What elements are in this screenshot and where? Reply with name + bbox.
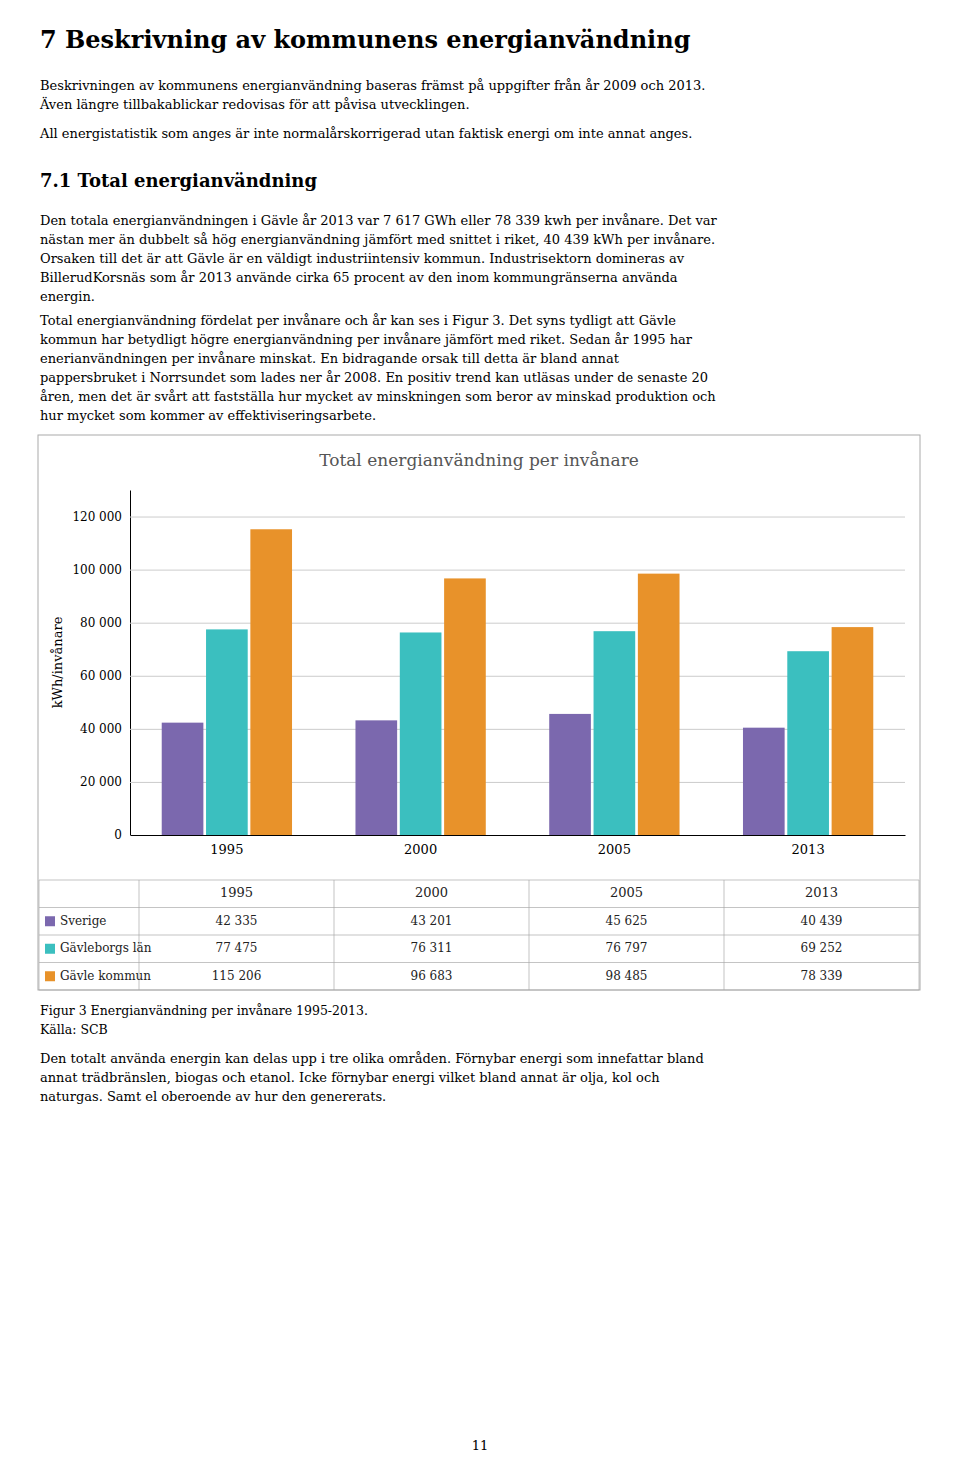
para3: Den totala energianvändningen i Gävle år… (40, 213, 718, 304)
bar (444, 578, 486, 835)
table-line (529, 880, 530, 990)
table-value: 69 252 (801, 941, 843, 955)
y-tick: 80 000 (80, 616, 905, 630)
bar (206, 629, 248, 835)
table-value: 115 206 (212, 969, 262, 983)
table-value: 42 335 (216, 914, 258, 928)
para2: All energistatistik som anges är inte no… (39, 126, 692, 141)
y-tick-label: 40 000 (80, 722, 122, 736)
bar-series (206, 629, 829, 835)
page-number: 11 (472, 1438, 489, 1453)
table-line (39, 880, 919, 881)
y-tick-label: 120 000 (72, 510, 122, 524)
y-tick: 120 000 (72, 510, 905, 524)
grid-line (130, 570, 905, 571)
table-value: 76 311 (411, 941, 453, 955)
table-value: 77 475 (216, 941, 258, 955)
para4: Total energianvändning fördelat per invå… (40, 313, 716, 423)
bar (549, 714, 591, 835)
legend-swatch (45, 916, 55, 926)
table-value: 43 201 (411, 914, 453, 928)
y-tick-label: 100 000 (72, 563, 122, 577)
table-value: 98 485 (606, 969, 648, 983)
x-tick: 2013 (792, 842, 825, 857)
para1: Beskrivningen av kommunens energianvändn… (39, 78, 705, 112)
table-value: 96 683 (411, 969, 453, 983)
table-header: 1995 (220, 885, 253, 900)
y-tick-label: 20 000 (80, 775, 122, 789)
table-value: 76 797 (606, 941, 648, 955)
para5: Den totalt använda energin kan delas upp… (40, 1051, 704, 1104)
legend-entry: Gävle kommun (60, 969, 151, 983)
chart-box (38, 435, 920, 990)
legend-entry: Sverige (60, 914, 106, 928)
x-tick-label: 2013 (792, 842, 825, 857)
section-title: 7.1 Total energianvändning (40, 170, 317, 191)
table-line (39, 990, 919, 991)
y-tick: 60 000 (80, 669, 905, 683)
bar (638, 574, 680, 835)
table-header: 2005 (610, 885, 643, 900)
table-line (39, 962, 919, 963)
table-header: 2000 (415, 885, 448, 900)
x-tick-label: 2005 (598, 842, 631, 857)
bar (743, 728, 785, 835)
bar (832, 627, 874, 835)
x-tick-label: 1995 (210, 842, 243, 857)
page: 7 Beskrivning av kommunens energianvändn… (0, 0, 960, 1462)
table-line (39, 935, 919, 936)
y-tick-label: 60 000 (80, 669, 122, 683)
table-line (39, 907, 919, 908)
table-value: 45 625 (606, 914, 648, 928)
y-tick: 100 000 (72, 563, 905, 577)
table-line (39, 880, 40, 990)
legend-swatch (45, 944, 55, 954)
page-title: 7 Beskrivning av kommunens energianvändn… (40, 25, 691, 54)
fig-caption: Figur 3 Energianvändning per invånare 19… (40, 1003, 368, 1037)
grid-line (130, 835, 905, 836)
bar (162, 723, 204, 835)
table-line (334, 880, 335, 990)
bar (250, 529, 292, 835)
table-value: 78 339 (801, 969, 843, 983)
x-tick: 2000 (404, 842, 437, 857)
x-axis-line (131, 835, 906, 836)
bar-series (250, 529, 873, 835)
y-tick-label: 0 (114, 828, 122, 842)
x-axis: 1995 2000 2005 2013 (131, 836, 906, 858)
bar (400, 632, 442, 835)
bar (355, 720, 397, 835)
grid-line (130, 517, 905, 518)
bars (162, 529, 874, 835)
legend-entry: Gävleborgs län (60, 941, 152, 955)
x-tick: 1995 (210, 842, 243, 857)
table-line (919, 880, 920, 990)
x-tick: 2005 (598, 842, 631, 857)
y-axis-line (130, 491, 131, 836)
bar (787, 651, 829, 835)
table-line (724, 880, 725, 990)
grid-line (130, 623, 905, 624)
table-header: 2013 (805, 885, 838, 900)
table-value: 40 439 (801, 914, 843, 928)
legend-table: 1995 2000 2005 2013 Sverige 42 335 43 201 45 62… (39, 880, 919, 990)
y-tick-label: 80 000 (80, 616, 122, 630)
bar (594, 631, 636, 835)
y-axis: 0 20 000 40 000 60 000 80 000 100 000 120 000 (72, 491, 905, 843)
y-axis-title: kWh/invånare (50, 616, 65, 708)
legend-swatch (45, 971, 55, 981)
x-tick-label: 2000 (404, 842, 437, 857)
chart-title: Total energianvändning per invånare (319, 450, 639, 470)
